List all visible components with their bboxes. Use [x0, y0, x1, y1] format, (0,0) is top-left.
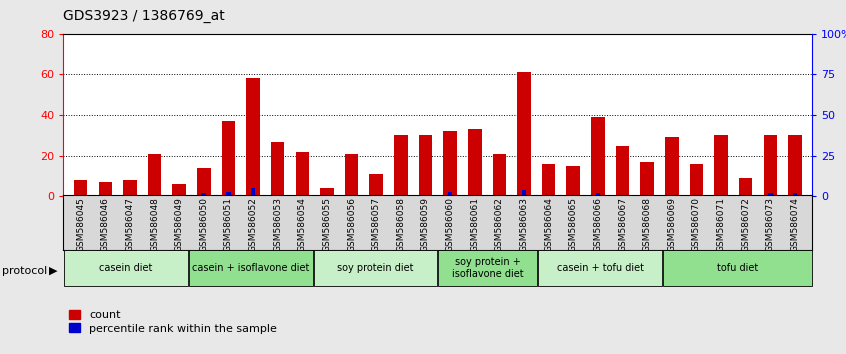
Bar	[567, 166, 580, 196]
Bar	[468, 129, 481, 196]
Text: casein diet: casein diet	[99, 263, 152, 273]
Bar	[665, 137, 678, 196]
Bar	[448, 192, 453, 196]
Bar	[616, 145, 629, 196]
Bar	[370, 174, 383, 196]
Text: GSM586063: GSM586063	[519, 198, 529, 252]
Text: GSM586055: GSM586055	[322, 198, 332, 252]
Bar	[98, 182, 112, 196]
Bar	[222, 121, 235, 196]
Bar	[768, 193, 772, 196]
Text: GSM586054: GSM586054	[298, 198, 307, 252]
Bar	[596, 193, 601, 196]
Text: GSM586066: GSM586066	[593, 198, 602, 252]
Text: soy protein +
isoflavone diet: soy protein + isoflavone diet	[452, 257, 524, 279]
Text: GSM586062: GSM586062	[495, 198, 504, 252]
Bar	[640, 162, 654, 196]
Text: GSM586058: GSM586058	[397, 198, 405, 252]
Bar	[197, 168, 211, 196]
Text: GSM586057: GSM586057	[371, 198, 381, 252]
Bar	[793, 193, 797, 196]
FancyBboxPatch shape	[438, 250, 537, 286]
Text: GSM586067: GSM586067	[618, 198, 627, 252]
Bar	[522, 190, 526, 196]
Bar	[173, 184, 186, 196]
Text: GSM586059: GSM586059	[421, 198, 430, 252]
Bar	[764, 135, 777, 196]
Bar	[714, 135, 728, 196]
Bar	[201, 193, 206, 196]
Bar	[148, 154, 162, 196]
Bar	[689, 164, 703, 196]
Bar	[124, 180, 137, 196]
FancyBboxPatch shape	[64, 250, 188, 286]
Text: GSM586074: GSM586074	[790, 198, 799, 252]
Text: GSM586047: GSM586047	[125, 198, 135, 252]
Text: GSM586046: GSM586046	[101, 198, 110, 252]
Text: GSM586056: GSM586056	[347, 198, 356, 252]
Text: GSM586065: GSM586065	[569, 198, 578, 252]
Text: GSM586052: GSM586052	[249, 198, 257, 252]
FancyBboxPatch shape	[314, 250, 437, 286]
Bar	[591, 117, 605, 196]
Text: GSM586070: GSM586070	[692, 198, 700, 252]
Text: GSM586049: GSM586049	[175, 198, 184, 252]
FancyBboxPatch shape	[663, 250, 811, 286]
Bar	[419, 135, 432, 196]
Text: casein + tofu diet: casein + tofu diet	[557, 263, 644, 273]
Text: GSM586068: GSM586068	[643, 198, 651, 252]
Bar	[517, 72, 530, 196]
Text: GSM586071: GSM586071	[717, 198, 726, 252]
Text: GSM586061: GSM586061	[470, 198, 479, 252]
Text: GDS3923 / 1386769_at: GDS3923 / 1386769_at	[63, 9, 225, 23]
Text: GSM586045: GSM586045	[76, 198, 85, 252]
Text: GSM586060: GSM586060	[446, 198, 454, 252]
Bar	[394, 135, 408, 196]
Bar	[492, 154, 506, 196]
Text: protocol: protocol	[2, 266, 47, 276]
Bar	[295, 152, 309, 196]
Bar	[739, 178, 752, 196]
Bar	[345, 154, 359, 196]
Legend: count, percentile rank within the sample: count, percentile rank within the sample	[69, 310, 277, 334]
Bar	[271, 142, 284, 196]
Text: GSM586050: GSM586050	[200, 198, 208, 252]
Bar	[246, 79, 260, 196]
FancyBboxPatch shape	[189, 250, 312, 286]
Text: ▶: ▶	[49, 266, 58, 276]
FancyBboxPatch shape	[538, 250, 662, 286]
Bar	[443, 131, 457, 196]
Bar	[226, 192, 231, 196]
Text: tofu diet: tofu diet	[717, 263, 758, 273]
Text: GSM586048: GSM586048	[150, 198, 159, 252]
Text: soy protein diet: soy protein diet	[338, 263, 414, 273]
Bar	[275, 195, 280, 196]
Bar	[320, 188, 334, 196]
Bar	[74, 180, 87, 196]
Text: GSM586072: GSM586072	[741, 198, 750, 252]
Text: casein + isoflavone diet: casein + isoflavone diet	[192, 263, 310, 273]
Bar	[541, 164, 556, 196]
Text: GSM586069: GSM586069	[667, 198, 676, 252]
Text: GSM586053: GSM586053	[273, 198, 283, 252]
Text: GSM586073: GSM586073	[766, 198, 775, 252]
Bar	[250, 188, 255, 196]
Text: GSM586051: GSM586051	[224, 198, 233, 252]
Text: GSM586064: GSM586064	[544, 198, 553, 252]
Bar	[788, 135, 802, 196]
